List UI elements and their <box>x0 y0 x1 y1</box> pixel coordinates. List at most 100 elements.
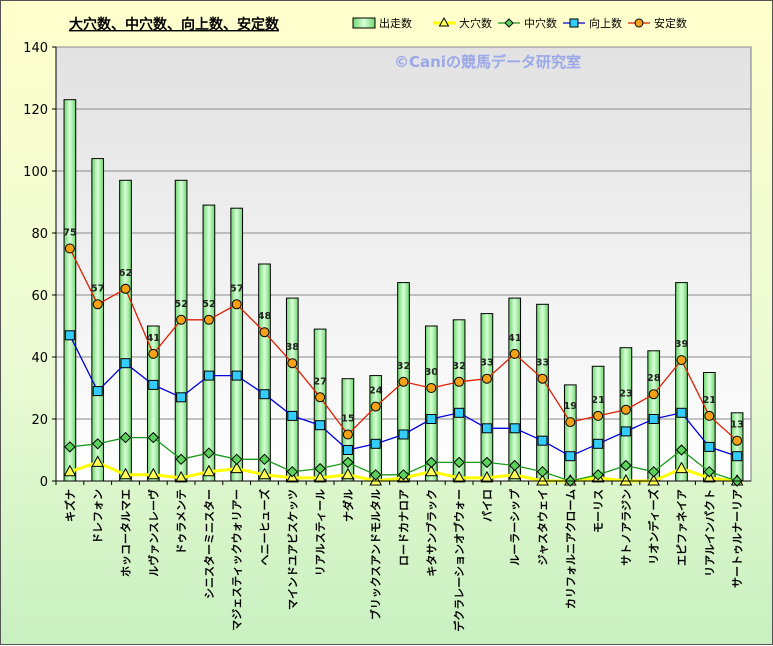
marker-中穴数 <box>647 465 660 478</box>
data-label-安定数: 48 <box>258 311 272 322</box>
marker-向上数 <box>176 392 187 403</box>
legend-marker-中穴数 <box>504 18 514 28</box>
data-label-安定数: 52 <box>202 299 216 310</box>
marker-大穴数 <box>341 467 355 480</box>
legend-label-大穴数: 大穴数 <box>459 16 492 30</box>
marker-大穴数 <box>675 461 688 474</box>
x-tick-label: ジャスタウェイ <box>537 489 550 565</box>
x-tick-label: マジェスティックウォリアー <box>231 489 244 631</box>
x-tick-label: ルヴァンスレーヴ <box>146 489 160 577</box>
marker-中穴数 <box>481 456 493 469</box>
marker-向上数 <box>370 438 381 449</box>
data-label-安定数: 21 <box>702 395 716 406</box>
marker-中穴数 <box>230 453 243 466</box>
marker-安定数 <box>64 243 75 254</box>
marker-安定数 <box>259 327 270 338</box>
marker-安定数 <box>620 404 631 415</box>
x-tick-label: ドゥラメンテ <box>175 489 188 555</box>
x-tick-label: リオンディーズ <box>647 489 661 565</box>
x-tick-label: ブリックスアンドモルタル <box>369 489 383 620</box>
x-tick-label: キズナ <box>63 489 77 522</box>
data-label-安定数: 32 <box>397 361 411 372</box>
marker-中穴数 <box>147 431 160 444</box>
bar-出走数 <box>591 365 605 482</box>
marker-向上数 <box>148 379 159 390</box>
marker-中穴数 <box>536 465 549 478</box>
marker-大穴数 <box>174 470 188 483</box>
marker-向上数 <box>565 451 576 462</box>
x-tick-label: ヘニーヒューズ <box>258 489 272 565</box>
data-label-安定数: 62 <box>119 268 133 279</box>
marker-安定数 <box>426 383 437 393</box>
data-label-安定数: 33 <box>480 358 494 369</box>
marker-向上数 <box>676 407 687 418</box>
x-tick-label: シニスターミニスター <box>203 489 216 599</box>
x-tick-label: リアルインパクト <box>703 489 716 577</box>
marker-向上数 <box>287 410 298 421</box>
marker-向上数 <box>92 386 103 397</box>
legend-label-向上数: 向上数 <box>589 16 622 30</box>
bar-出走数 <box>230 207 244 482</box>
marker-中穴数 <box>286 465 299 478</box>
y-tick-label: 100 <box>23 165 48 180</box>
y-tick-label: 120 <box>23 103 48 118</box>
marker-大穴数 <box>536 473 549 486</box>
bar-出走数 <box>285 297 299 482</box>
marker-安定数 <box>398 376 409 387</box>
marker-安定数 <box>176 314 187 325</box>
bar-出走数 <box>480 313 494 482</box>
data-label-安定数: 41 <box>508 333 522 344</box>
marker-安定数 <box>454 376 465 387</box>
bar-出走数 <box>174 179 188 482</box>
data-label-安定数: 19 <box>563 401 577 412</box>
marker-安定数 <box>370 401 381 412</box>
x-tick-label: モーリス <box>592 489 605 533</box>
legend-marker-向上数 <box>569 18 579 28</box>
marker-中穴数 <box>203 447 215 459</box>
bar-出走数 <box>63 99 77 482</box>
marker-中穴数 <box>508 459 521 472</box>
marker-中穴数 <box>620 459 632 472</box>
y-tick-label: 0 <box>40 475 48 490</box>
marker-大穴数 <box>647 473 661 486</box>
data-label-安定数: 27 <box>313 376 327 387</box>
marker-向上数 <box>509 423 520 434</box>
marker-向上数 <box>259 389 270 400</box>
x-tick-label: ロードカナロア <box>398 489 411 566</box>
marker-安定数 <box>537 373 548 384</box>
marker-安定数 <box>565 417 576 428</box>
x-tick-label: サートゥルナーリア <box>731 489 744 588</box>
marker-向上数 <box>120 358 131 369</box>
marker-向上数 <box>454 407 465 418</box>
marker-向上数 <box>732 451 743 462</box>
bar-出走数 <box>702 372 716 482</box>
y-tick-label: 140 <box>23 41 48 56</box>
marker-中穴数 <box>175 453 187 466</box>
marker-大穴数 <box>480 470 494 483</box>
marker-安定数 <box>120 283 131 294</box>
legend-label-出走数: 出走数 <box>379 16 412 30</box>
marker-安定数 <box>648 389 659 400</box>
marker-中穴数 <box>425 456 438 469</box>
series-markers <box>63 243 744 487</box>
y-tick-label: 80 <box>31 227 48 242</box>
marker-大穴数 <box>119 467 132 480</box>
data-label-安定数: 21 <box>591 395 605 406</box>
bar-出走数 <box>563 384 577 482</box>
marker-中穴数 <box>258 453 271 466</box>
bar-出走数 <box>313 328 327 482</box>
marker-中穴数 <box>64 441 76 453</box>
legend-swatch-出走数 <box>352 17 376 29</box>
marker-安定数 <box>92 299 103 310</box>
marker-大穴数 <box>424 464 438 477</box>
watermark-text: ©Caniの競馬データ研究室 <box>394 53 581 71</box>
data-label-安定数: 30 <box>424 367 438 378</box>
marker-中穴数 <box>119 431 132 444</box>
y-tick-label: 40 <box>31 351 48 366</box>
marker-大穴数 <box>230 461 244 474</box>
marker-大穴数 <box>452 470 466 483</box>
marker-大穴数 <box>63 464 77 477</box>
marker-向上数 <box>593 438 604 449</box>
data-labels: 75 57 62 41 52 52 57 48 38 27 15 24 32 30 32 33 41 33 19 21… <box>63 228 744 431</box>
data-label-安定数: 15 <box>341 414 355 425</box>
